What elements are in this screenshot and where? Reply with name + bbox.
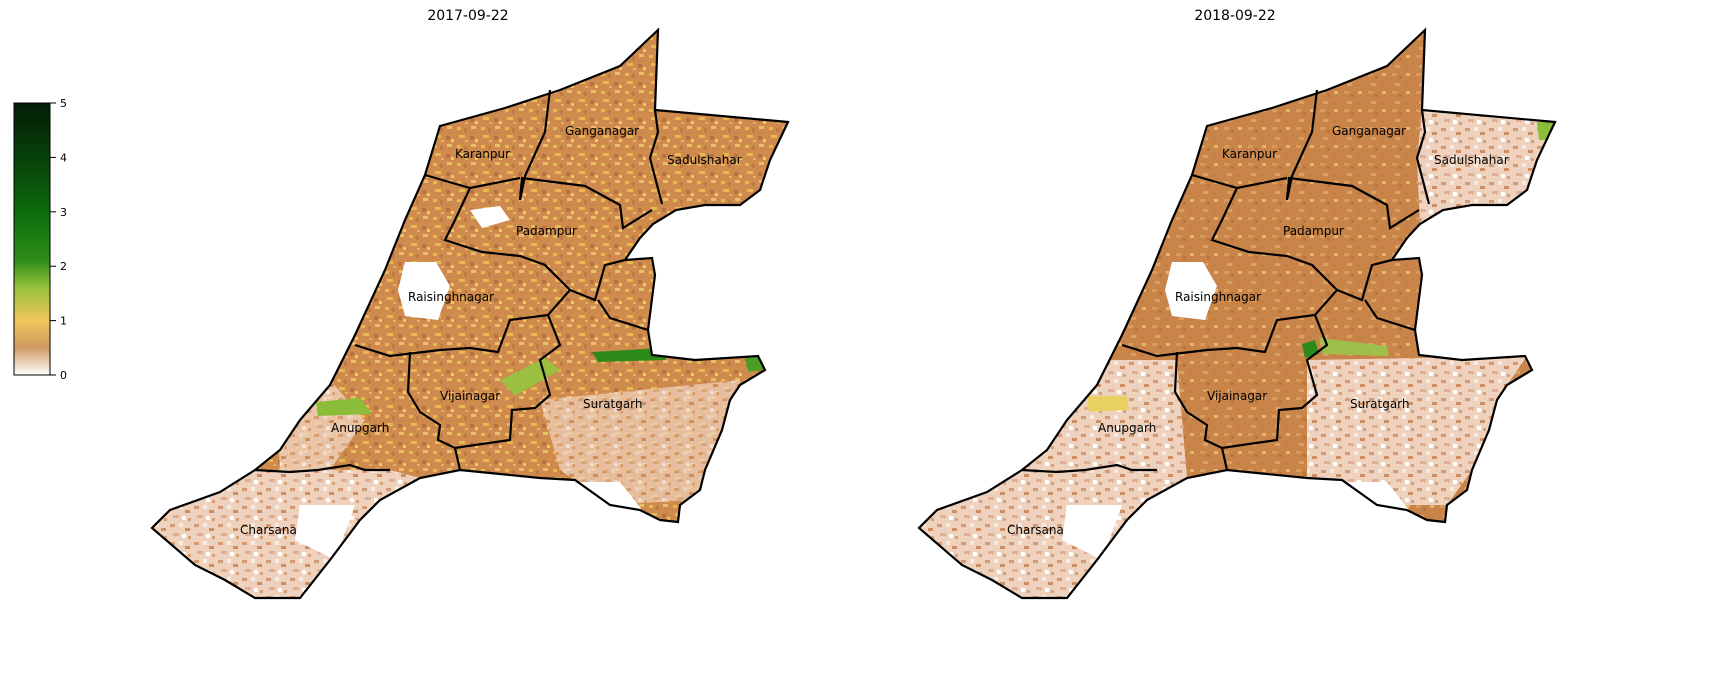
map-panel-left: Karanpur Ganganagar Sadulshahar Padampur… (150, 27, 790, 600)
green-patch-right-3 (1087, 396, 1129, 412)
low-region-right-3 (1307, 356, 1527, 505)
district-label-ganganagar: Ganganagar (565, 124, 639, 138)
district-label-anupgarh: Anupgarh (331, 421, 389, 435)
colorbar-tick-label: 3 (60, 206, 67, 219)
white-patch-left-2 (470, 206, 510, 228)
outline-right (917, 27, 1557, 600)
colorbar-tick-label: 5 (60, 97, 67, 110)
district-label-raisinghnagar: Raisinghnagar (408, 290, 494, 304)
low-region-right-1 (1417, 110, 1555, 224)
green-patch-left-1 (592, 348, 666, 362)
district-label-charsana: Charsana (240, 523, 297, 537)
colorbar-tick-label: 4 (60, 151, 67, 164)
district-label-sadulshahar: Sadulshahar (1434, 153, 1509, 167)
outline-left (150, 27, 790, 600)
green-patch-left-2 (316, 398, 372, 416)
green-patch-right-1 (1319, 338, 1389, 356)
panel-title-left: 2017-09-22 (427, 8, 508, 24)
white-patch-left-1 (398, 262, 450, 320)
colorbar-tick-label: 1 (60, 315, 67, 328)
colorbar-ticks: 5 4 3 2 1 0 (50, 97, 67, 382)
panel-title-right: 2018-09-22 (1194, 8, 1275, 24)
low-region-left (152, 470, 420, 598)
district-label-padampur: Padampur (516, 224, 577, 238)
district-label-suratgarh: Suratgarh (1350, 397, 1410, 411)
district-label-charsana: Charsana (1007, 523, 1064, 537)
district-label-karanpur: Karanpur (1222, 147, 1277, 161)
low-region-left-3 (540, 380, 740, 505)
district-label-anupgarh: Anupgarh (1098, 421, 1156, 435)
white-patch-right-1 (1165, 262, 1217, 320)
district-boundaries-right (1021, 89, 1431, 474)
district-label-padampur: Padampur (1283, 224, 1344, 238)
district-labels-right: Karanpur Ganganagar Sadulshahar Padampur… (1007, 124, 1509, 537)
colorbar-tick-label: 2 (60, 260, 67, 273)
green-patch-left-4 (500, 358, 560, 396)
district-label-raisinghnagar: Raisinghnagar (1175, 290, 1261, 304)
district-labels-left: Karanpur Ganganagar Sadulshahar Padampur… (240, 124, 742, 537)
colorbar: 5 4 3 2 1 0 (13, 97, 67, 382)
district-label-karanpur: Karanpur (455, 147, 510, 161)
district-label-vijainagar: Vijainagar (440, 389, 500, 403)
district-boundaries-left (254, 89, 664, 474)
district-label-suratgarh: Suratgarh (583, 397, 643, 411)
map-panel-right: Karanpur Ganganagar Sadulshahar Padampur… (917, 27, 1557, 600)
district-label-ganganagar: Ganganagar (1332, 124, 1406, 138)
district-label-sadulshahar: Sadulshahar (667, 153, 742, 167)
colorbar-tick-label: 0 (60, 369, 67, 382)
district-label-vijainagar: Vijainagar (1207, 389, 1267, 403)
